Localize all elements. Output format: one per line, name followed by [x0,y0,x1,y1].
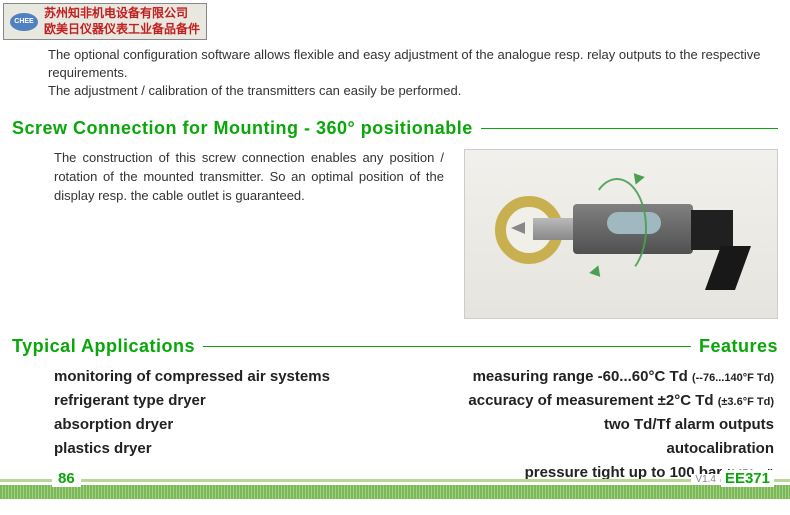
title-divider [481,128,778,130]
list-item: absorption dryer [54,413,424,437]
screw-title: Screw Connection for Mounting - 360° pos… [12,118,473,139]
intro-paragraph: The optional configuration software allo… [48,46,778,101]
connector-icon [691,210,733,250]
list-item: monitoring of compressed air systems [54,365,424,389]
list-item: two Td/Tf alarm outputs [424,413,774,437]
screw-title-row: Screw Connection for Mounting - 360° pos… [12,118,778,139]
screw-section: Screw Connection for Mounting - 360° pos… [12,118,778,319]
arrow-head-top-icon [629,169,645,184]
model-label: EE371 [721,470,774,487]
probe-tip-icon [511,222,525,234]
intro-line2: The adjustment / calibration of the tran… [48,82,778,100]
company-line1: 苏州知非机电设备有限公司 [44,6,200,22]
footer-stripe-pattern [0,485,790,499]
page-footer: 86 V1.4 EE371 [0,475,790,499]
intro-line1: The optional configuration software allo… [48,46,778,82]
apps-body: monitoring of compressed air systems ref… [12,365,778,485]
screw-body: The construction of this screw connectio… [12,149,778,319]
company-header: CHEE 苏州知非机电设备有限公司 欧美日仪器仪表工业备品备件 [3,3,207,40]
company-name: 苏州知非机电设备有限公司 欧美日仪器仪表工业备品备件 [44,6,200,37]
list-item: measuring range -60...60°C Td (--76...14… [424,365,774,389]
features-title: Features [699,336,778,357]
applications-section: Typical Applications Features monitoring… [12,336,778,485]
cable-icon [705,246,751,290]
device-illustration [464,149,778,319]
list-item: accuracy of measurement ±2°C Td (±3.6°F … [424,389,774,413]
list-item: plastics dryer [54,437,424,461]
apps-header-row: Typical Applications Features [12,336,778,357]
rotation-arrow-icon [587,178,647,278]
list-item: autocalibration [424,437,774,461]
features-list: measuring range -60...60°C Td (--76...14… [424,365,778,485]
logo-icon: CHEE [10,13,38,31]
screw-text: The construction of this screw connectio… [54,149,444,319]
version-label: V1.4 [691,474,720,485]
page-number: 86 [52,470,81,487]
apps-divider [203,346,691,348]
applications-title: Typical Applications [12,336,195,357]
company-line2: 欧美日仪器仪表工业备品备件 [44,22,200,38]
applications-list: monitoring of compressed air systems ref… [54,365,424,485]
probe-shaft-icon [533,218,575,240]
list-item: refrigerant type dryer [54,389,424,413]
